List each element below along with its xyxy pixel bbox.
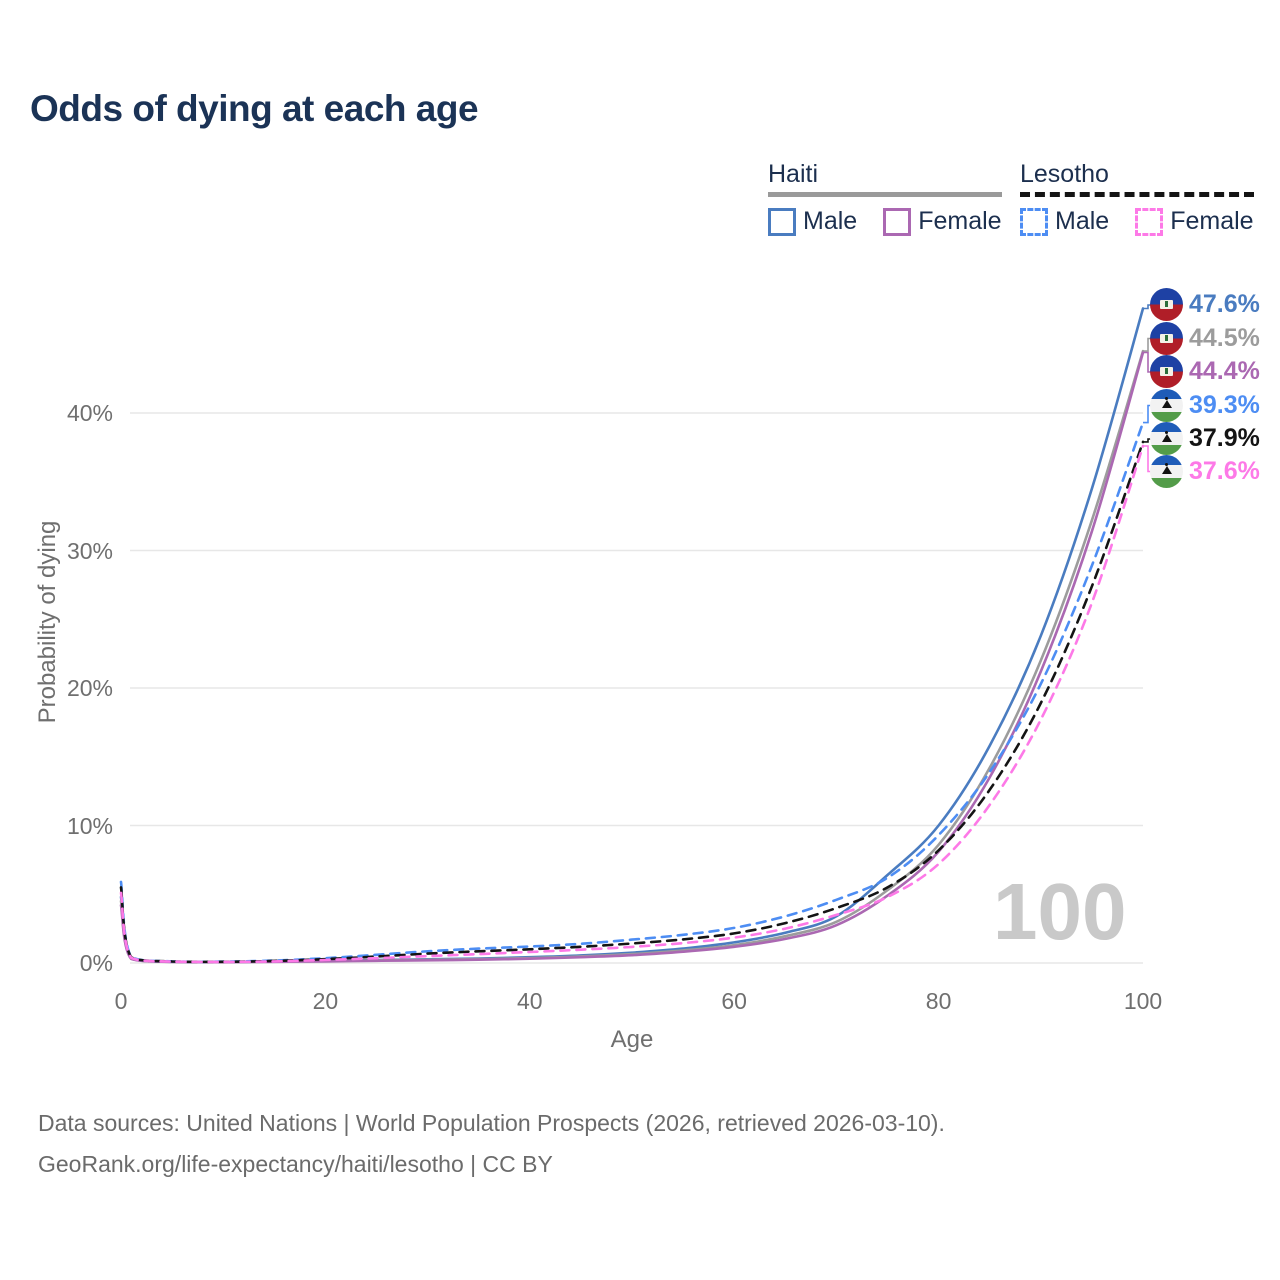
- series-line-haiti-both-sexes[interactable]: [119, 349, 1145, 964]
- y-tick-20%: 20%: [66, 675, 113, 701]
- haiti-flag-icon: [1150, 321, 1183, 355]
- legend-items-lesotho: Male Female: [1020, 207, 1254, 236]
- y-tick-30%: 30%: [66, 537, 113, 564]
- series-line-haiti-female[interactable]: [119, 351, 1145, 964]
- x-tick-80: 80: [925, 988, 952, 1014]
- x-tick-40: 40: [517, 988, 543, 1014]
- lesotho-flag-icon: [1150, 454, 1183, 488]
- end-label-lesotho-female: 37.6%: [1150, 454, 1260, 488]
- end-value-lesotho-both-sexes: 37.9%: [1189, 424, 1260, 452]
- end-label-haiti-male: 47.6%: [1150, 288, 1260, 321]
- y-tick-40%: 40%: [66, 400, 113, 426]
- series-line-lesotho-both-sexes[interactable]: [119, 440, 1145, 964]
- data-source-line2: GeoRank.org/life-expectancy/haiti/lesoth…: [38, 1151, 553, 1177]
- legend-swatch-lesotho-male: [1020, 207, 1048, 236]
- legend-swatch-haiti-male: [768, 207, 796, 236]
- end-value-haiti-both-sexes: 44.5%: [1189, 323, 1260, 352]
- legend-item-haiti-female[interactable]: Female: [883, 207, 1002, 236]
- end-value-haiti-male: 47.6%: [1189, 290, 1260, 318]
- lesotho-flag-icon: [1150, 422, 1183, 455]
- legend-item-lesotho-male[interactable]: Male: [1020, 207, 1109, 236]
- end-label-lesotho-both-sexes: 37.9%: [1150, 422, 1260, 455]
- legend-group-lesotho: Lesotho Male Female: [1020, 160, 1254, 236]
- legend-country-haiti[interactable]: Haiti: [768, 160, 819, 188]
- age-watermark: 100: [993, 867, 1127, 956]
- series-line-lesotho-male[interactable]: [119, 421, 1145, 964]
- y-tick-0%: 0%: [79, 950, 113, 976]
- end-label-haiti-both-sexes: 44.5%: [1150, 321, 1260, 355]
- series-line-haiti-male[interactable]: [119, 307, 1145, 964]
- x-tick-20: 20: [312, 988, 339, 1014]
- end-value-haiti-female: 44.4%: [1189, 357, 1260, 385]
- legend-label-haiti-male: Male: [803, 207, 858, 235]
- y-axis-title: Probability of dying: [34, 520, 61, 724]
- end-value-lesotho-male: 39.3%: [1189, 390, 1260, 419]
- haiti-flag-icon: [1150, 288, 1183, 321]
- x-axis-title: Age: [610, 1026, 654, 1053]
- page-title: Odds of dying at each age: [30, 88, 479, 129]
- end-value-lesotho-female: 37.6%: [1189, 456, 1260, 485]
- legend-item-lesotho-female[interactable]: Female: [1135, 207, 1254, 236]
- legend-swatch-lesotho-female: [1135, 207, 1164, 236]
- legend-label-haiti-female: Female: [918, 207, 1002, 235]
- end-label-haiti-female: 44.4%: [1150, 355, 1260, 388]
- legend-underline-haiti: [768, 192, 1002, 197]
- lesotho-flag-icon: [1150, 388, 1183, 422]
- y-tick-10%: 10%: [66, 812, 113, 839]
- legend-items-haiti: Male Female: [768, 207, 1002, 236]
- end-label-lesotho-male: 39.3%: [1150, 388, 1260, 422]
- x-tick-60: 60: [721, 988, 747, 1014]
- legend-country-lesotho[interactable]: Lesotho: [1020, 160, 1109, 188]
- legend-underline-lesotho: [1020, 192, 1254, 197]
- legend-group-haiti: Haiti Male Female: [768, 160, 1002, 236]
- legend-label-lesotho-female: Female: [1170, 207, 1254, 235]
- series-line-lesotho-female[interactable]: [119, 444, 1145, 964]
- legend-item-haiti-male[interactable]: Male: [768, 207, 857, 236]
- haiti-flag-icon: [1150, 355, 1183, 388]
- data-source-line1: Data sources: United Nations | World Pop…: [38, 1110, 945, 1136]
- x-tick-100: 100: [1123, 988, 1163, 1014]
- x-tick-0: 0: [114, 988, 128, 1014]
- legend-swatch-haiti-female: [883, 207, 912, 236]
- legend-label-lesotho-male: Male: [1055, 207, 1110, 235]
